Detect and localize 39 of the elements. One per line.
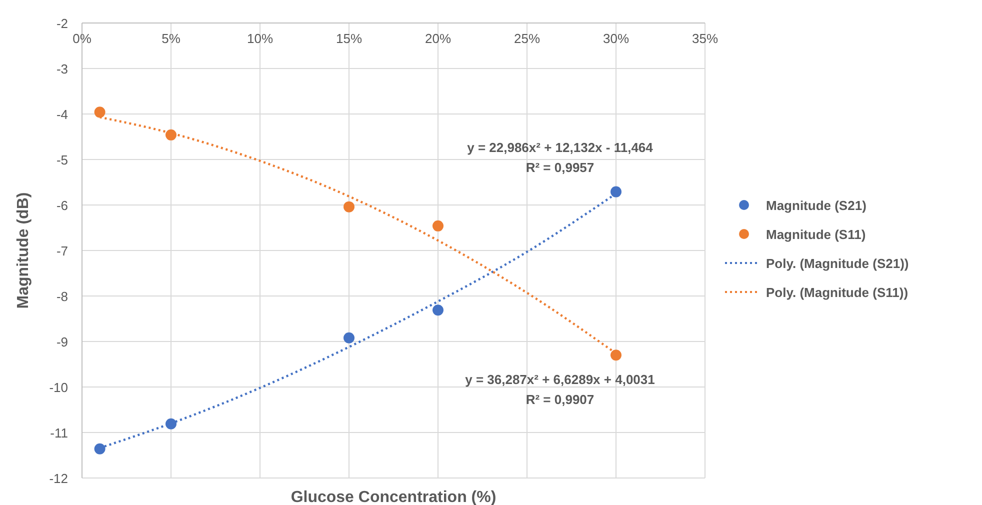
y-axis-title: Magnitude (dB) bbox=[15, 192, 32, 309]
x-tick-label: 15% bbox=[336, 31, 362, 46]
point bbox=[166, 418, 176, 430]
y-tick-label: -8 bbox=[56, 289, 68, 304]
y-tick-label: -5 bbox=[56, 152, 68, 168]
point bbox=[610, 186, 622, 198]
legend-label: Poly. (Magnitude (S11)) bbox=[766, 285, 908, 300]
annotation: y = 36,287x² + 6,6289x + 4,0031 bbox=[465, 372, 655, 387]
legend-label: Magnitude (S21) bbox=[766, 198, 866, 213]
legend-label: Magnitude (S11) bbox=[766, 227, 866, 242]
x-tick-label: 0% bbox=[72, 31, 92, 46]
point bbox=[344, 332, 354, 344]
legend-label: Poly. (Magnitude (S21)) bbox=[766, 256, 909, 271]
x-tick-label: 30% bbox=[602, 31, 630, 46]
y-tick-label: -10 bbox=[49, 380, 68, 395]
y-tick-label: -12 bbox=[49, 471, 68, 486]
annotation: y = 22,986x² + 12,132x - 11,464 bbox=[467, 140, 654, 155]
point bbox=[94, 106, 106, 118]
x-tick-label: 20% bbox=[424, 31, 452, 46]
x-tick-label: 5% bbox=[162, 31, 181, 46]
y-tick-label: -9 bbox=[56, 334, 68, 350]
point bbox=[432, 220, 444, 232]
x-tick-label: 35% bbox=[692, 31, 718, 46]
x-tick-label: 25% bbox=[514, 31, 540, 46]
y-tick-label: -6 bbox=[56, 198, 68, 213]
point bbox=[166, 129, 176, 140]
y-tick-label: -4 bbox=[56, 107, 68, 122]
point bbox=[344, 201, 354, 212]
point bbox=[610, 350, 622, 361]
y-tick-label: -11 bbox=[50, 426, 68, 440]
y-tick-label: -2 bbox=[56, 16, 68, 31]
x-axis-title: Glucose Concentration (%) bbox=[290, 489, 496, 505]
annotation: R² = 0,9907 bbox=[526, 392, 594, 407]
point bbox=[94, 443, 106, 454]
x-tick-label: 10% bbox=[246, 31, 274, 46]
y-tick-label: -7 bbox=[56, 244, 68, 258]
point bbox=[432, 304, 444, 316]
annotation: R² = 0,9957 bbox=[526, 160, 594, 175]
y-tick-label: -3 bbox=[56, 62, 68, 76]
